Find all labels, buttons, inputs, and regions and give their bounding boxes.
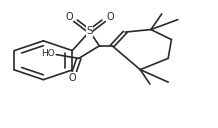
Text: O: O [65, 12, 73, 22]
Text: S: S [86, 26, 93, 36]
Text: HO: HO [41, 49, 54, 58]
Text: O: O [106, 12, 114, 22]
Text: O: O [69, 73, 76, 83]
